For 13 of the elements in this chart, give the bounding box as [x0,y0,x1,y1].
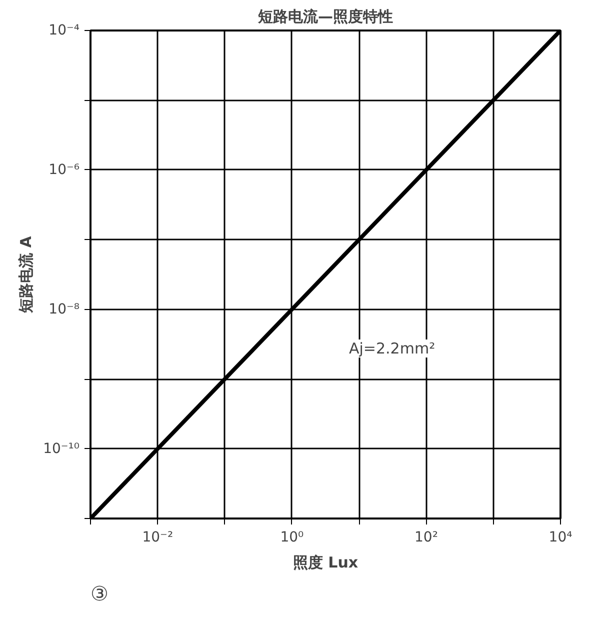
chart-title: 短路电流—照度特性 [257,8,393,26]
y-tick-label: 10⁻⁶ [48,162,80,178]
y-axis-title: 短路电流 A [17,236,36,314]
y-tick-label: 10⁻¹⁰ [43,440,80,457]
y-tick-label: 10⁻⁴ [48,22,80,38]
annotation: Aj=2.2mm² [349,339,436,358]
x-axis-title: 照度 Lux [292,554,358,572]
x-tick-label: 10⁴ [548,530,573,546]
x-tick-label: 10⁻² [142,530,174,546]
text: ③ [90,582,108,606]
y-tick-label: 10⁻⁸ [48,301,80,318]
x-tick-label: 10⁰ [280,530,304,546]
x-tick-label: 10² [414,530,438,546]
